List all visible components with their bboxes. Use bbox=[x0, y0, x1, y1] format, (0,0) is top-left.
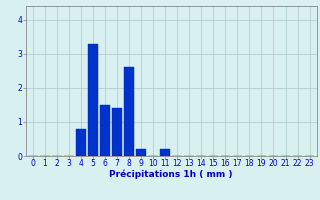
Bar bbox=[112, 108, 122, 156]
Bar bbox=[100, 105, 110, 156]
Bar bbox=[124, 67, 134, 156]
Bar bbox=[160, 149, 170, 156]
Bar bbox=[88, 44, 98, 156]
Bar bbox=[76, 129, 86, 156]
Bar bbox=[136, 149, 146, 156]
X-axis label: Précipitations 1h ( mm ): Précipitations 1h ( mm ) bbox=[109, 170, 233, 179]
